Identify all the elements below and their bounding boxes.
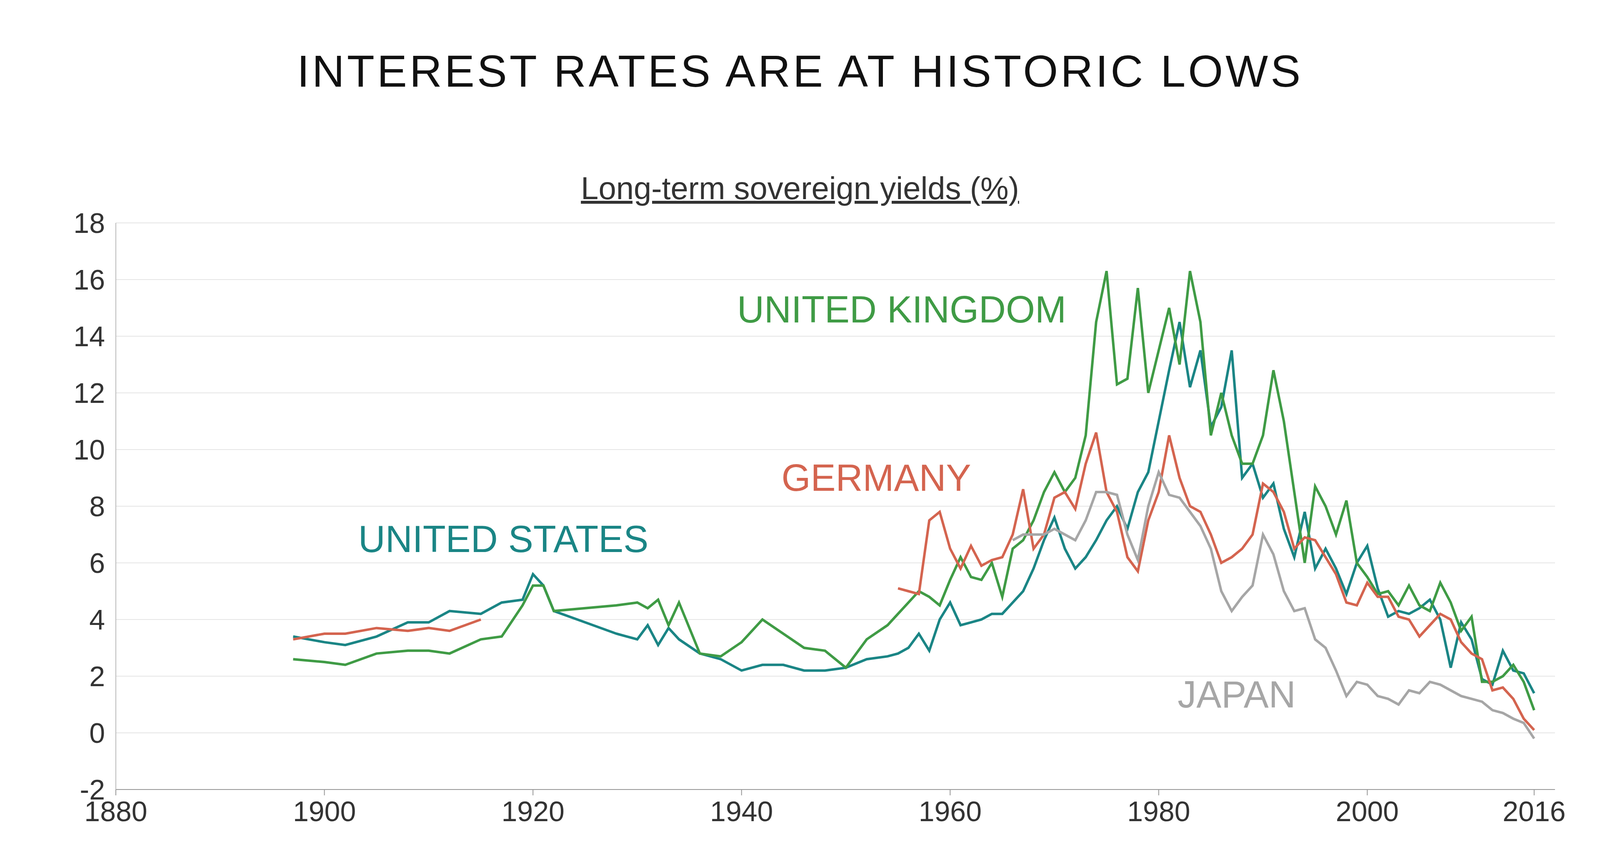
svg-text:4: 4 [89,603,105,636]
html-text:UNITED STATES: UNITED STATES [358,518,649,560]
html-text:UNITED KINGDOM: UNITED KINGDOM [737,288,1067,331]
html-text:GERMANY: GERMANY [781,456,972,499]
svg-text:2: 2 [89,660,105,693]
svg-text:2016: 2016 [1502,795,1566,828]
svg-text:0: 0 [89,717,105,749]
svg-text:2000: 2000 [1335,795,1399,828]
svg-text:1960: 1960 [918,795,982,828]
html-text:Long-term sovereign yields (%): Long-term sovereign yields (%) [580,170,1020,206]
svg-text:18: 18 [73,207,105,239]
svg-text:12: 12 [73,377,105,409]
svg-text:1900: 1900 [292,795,356,828]
svg-text:6: 6 [89,547,105,579]
svg-text:8: 8 [89,490,105,523]
html-text:JAPAN: JAPAN [1177,673,1296,716]
svg-text:1980: 1980 [1127,795,1190,828]
svg-text:-2: -2 [80,773,105,806]
svg-text:1920: 1920 [501,795,565,828]
svg-text:14: 14 [73,320,105,353]
svg-text:10: 10 [73,433,105,466]
svg-text:1880: 1880 [84,795,148,828]
html-text:INTEREST RATES ARE AT HISTORIC: INTEREST RATES ARE AT HISTORIC LOWS [297,45,1303,97]
svg-text:16: 16 [73,263,105,296]
svg-text:1940: 1940 [710,795,773,828]
